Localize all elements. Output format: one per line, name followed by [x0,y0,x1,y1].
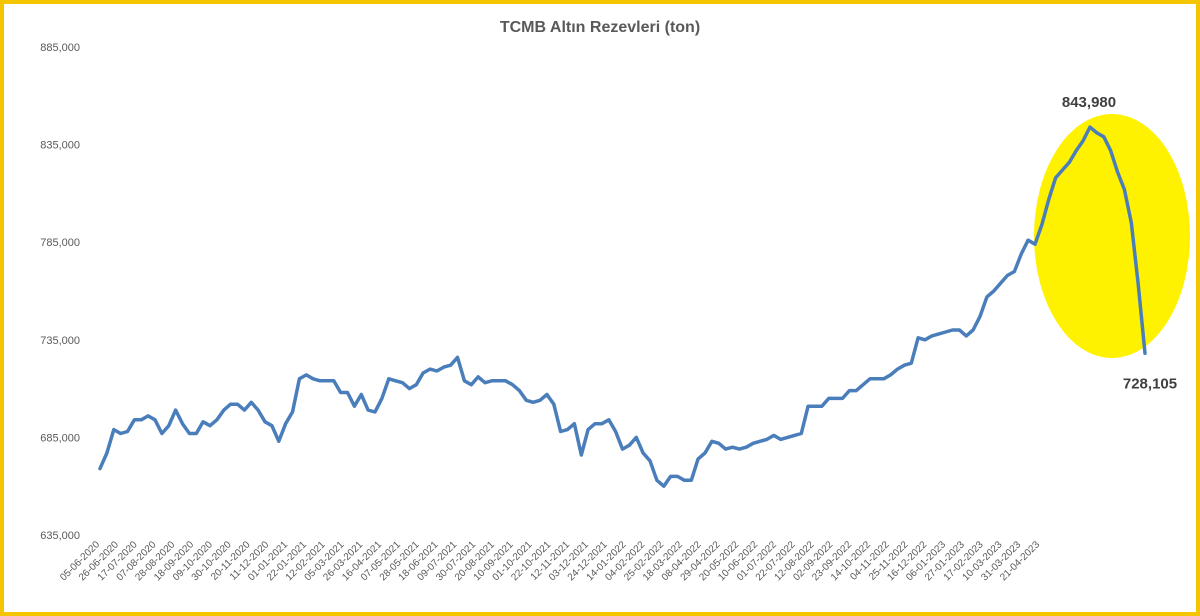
y-tick-label: 685,000 [40,432,80,444]
last-value-annotation: 728,105 [1123,375,1177,392]
y-tick-label: 885,000 [40,42,80,54]
peak-annotation: 843,980 [1062,94,1116,111]
y-tick-label: 735,000 [40,335,80,347]
y-tick-label: 785,000 [40,237,80,249]
chart-title: TCMB Altın Rezevleri (ton) [499,19,701,36]
highlight-ellipse [1034,114,1190,358]
y-tick-label: 635,000 [40,530,80,542]
series-line [98,125,1147,488]
y-tick-label: 835,000 [40,140,80,152]
